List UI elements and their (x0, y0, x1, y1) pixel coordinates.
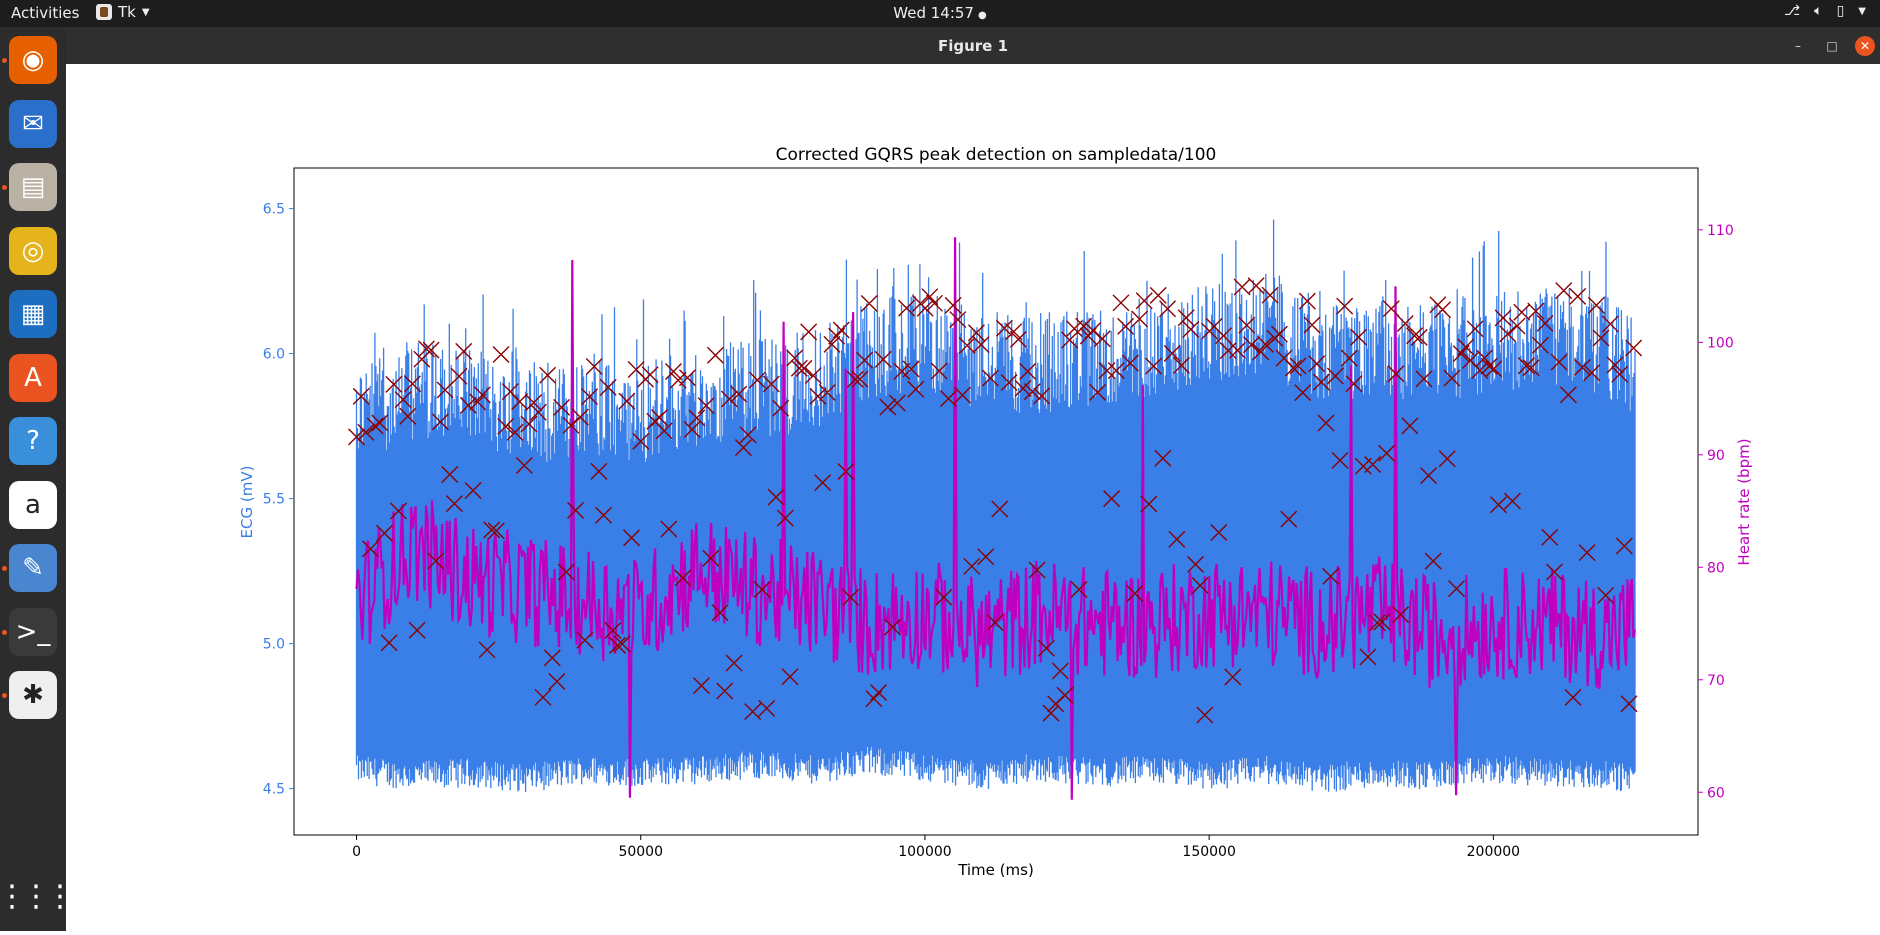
clock[interactable]: Wed 14:57 (893, 4, 974, 22)
text-editor-icon[interactable]: ✎ (9, 544, 57, 592)
tk-app-icon[interactable]: ✱ (9, 671, 57, 719)
chart: Corrected GQRS peak detection on sampled… (238, 145, 1753, 879)
minimize-icon[interactable]: – (1795, 39, 1801, 53)
terminal-icon[interactable]: >_ (9, 607, 57, 656)
y-right-tick-label: 60 (1707, 785, 1725, 801)
y-right-tick-label: 110 (1707, 223, 1734, 239)
top-bar: Activities Tk ▼ Wed 14:57 ● ⎇ 🔈︎ ▯ ▼ (0, 0, 1880, 27)
grid-icon[interactable]: ⋮⋮⋮ (0, 878, 75, 914)
y-left-tick-label: 6.5 (263, 202, 285, 218)
maximize-icon[interactable]: □ (1826, 39, 1838, 53)
window-title: Figure 1 (937, 37, 1009, 55)
activities-button[interactable]: Activities (11, 4, 80, 22)
amazon-icon[interactable]: a (9, 480, 57, 529)
volume-icon[interactable]: 🔈︎ (1814, 3, 1823, 19)
y-right-tick-label: 80 (1707, 560, 1725, 576)
x-tick-label: 100000 (898, 844, 951, 860)
x-axis-label: Time (ms) (957, 861, 1034, 879)
tk-app-icon (96, 4, 112, 20)
y-right-tick-label: 100 (1707, 335, 1734, 351)
system-tray[interactable]: ⎇ 🔈︎ ▯ ▼ (1784, 3, 1866, 19)
running-indicator (2, 185, 7, 190)
plot-frame (293, 167, 1699, 836)
running-indicator (2, 566, 7, 571)
app-menu-label: Tk (118, 3, 136, 21)
battery-icon[interactable]: ▯ (1836, 3, 1845, 19)
software-center-icon[interactable]: A (9, 353, 57, 402)
writer-icon[interactable]: ▦ (9, 290, 57, 338)
firefox-icon[interactable]: ◉ (9, 36, 57, 84)
y-right-tick-label: 90 (1707, 448, 1725, 464)
figure-canvas: Corrected GQRS peak detection on sampled… (66, 64, 1880, 931)
y-right-tick-label: 70 (1707, 673, 1725, 689)
dock: ◉ ✉ ▤ ◎ ▦ A? a ✎ >_ ✱ ⋮⋮⋮ (0, 27, 75, 931)
window-title-bar[interactable]: Figure 1 – □ ✕ (66, 27, 1880, 64)
running-indicator (2, 693, 7, 698)
y-left-tick-label: 4.5 (263, 782, 285, 798)
help-icon[interactable]: ? (9, 417, 57, 465)
x-tick-label: 150000 (1182, 844, 1235, 860)
y-left-tick-label: 6.0 (263, 347, 285, 363)
y-axis-label-left: ECG (mV) (238, 466, 256, 539)
files-icon[interactable]: ▤ (9, 163, 57, 211)
notification-dot-icon: ● (977, 10, 987, 21)
peak-markers (348, 277, 1643, 724)
thunderbird-icon[interactable]: ✉ (9, 99, 57, 148)
running-indicator (2, 58, 7, 63)
running-indicator (2, 629, 7, 635)
rhythmbox-icon[interactable]: ◎ (9, 226, 57, 275)
chart-title: Corrected GQRS peak detection on sampled… (776, 145, 1217, 165)
app-menu[interactable]: Tk ▼ (96, 3, 150, 21)
chevron-down-icon: ▼ (141, 6, 150, 18)
close-icon[interactable]: ✕ (1855, 36, 1875, 56)
x-tick-label: 0 (352, 844, 361, 860)
x-tick-label: 200000 (1467, 844, 1520, 860)
network-icon[interactable]: ⎇ (1784, 3, 1801, 19)
power-menu-icon[interactable]: ▼ (1858, 5, 1866, 17)
y-left-tick-label: 5.0 (263, 637, 285, 653)
heart-rate-line (355, 237, 1636, 800)
x-tick-label: 50000 (618, 844, 663, 860)
y-axis-label-right: Heart rate (bpm) (1735, 438, 1753, 565)
y-left-tick-label: 5.5 (263, 492, 285, 508)
